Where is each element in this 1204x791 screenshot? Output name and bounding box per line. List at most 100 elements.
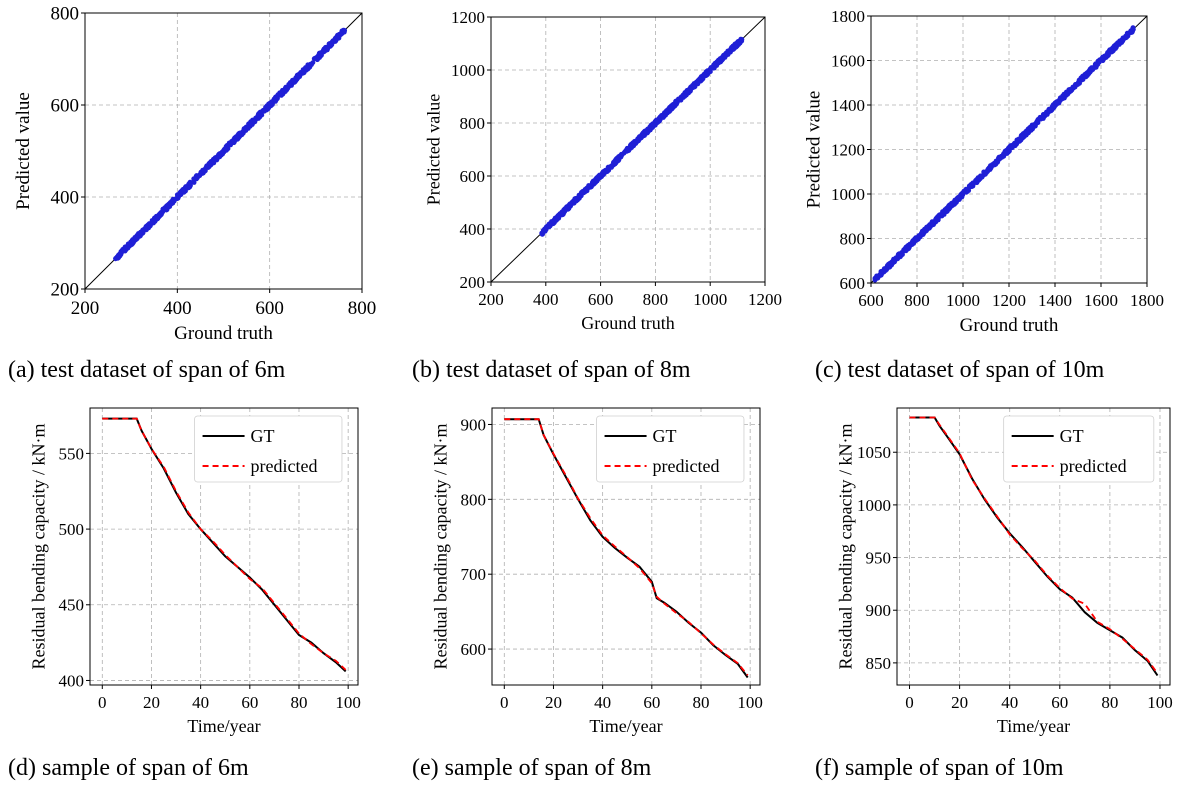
scatter-point xyxy=(635,137,640,143)
scatter-point xyxy=(987,165,993,171)
x-tick-label: 60 xyxy=(241,693,258,712)
x-axis-label: Ground truth xyxy=(174,323,273,344)
scatter-point xyxy=(115,254,121,260)
scatter-point xyxy=(589,180,595,185)
x-tick-label: 200 xyxy=(71,298,100,319)
scatter-point xyxy=(191,176,197,182)
scatter-point xyxy=(1060,96,1065,102)
scatter-point xyxy=(606,166,611,172)
scatter-point xyxy=(160,206,166,212)
axes-frame xyxy=(490,16,766,283)
caption-b: (b) test dataset of span of 8m xyxy=(412,357,691,383)
scatter-point xyxy=(125,241,131,247)
scatter-point xyxy=(1080,77,1086,82)
scatter-point xyxy=(946,205,951,211)
x-tick-label: 100 xyxy=(335,693,361,712)
scatter-point xyxy=(261,108,267,114)
scatter-point xyxy=(1063,91,1069,97)
scatter-point xyxy=(252,119,258,125)
y-tick-label: 1200 xyxy=(451,8,485,27)
scatter-point xyxy=(682,93,688,99)
y-axis-label: Predicted value xyxy=(13,92,34,210)
y-tick-label: 800 xyxy=(51,4,80,25)
x-axis-label: Time/year xyxy=(187,716,260,736)
scatter-point xyxy=(572,197,578,202)
scatter-point xyxy=(138,230,144,236)
x-tick-label: 1600 xyxy=(1084,291,1118,310)
scatter-point xyxy=(275,93,281,98)
x-tick-label: 80 xyxy=(692,693,709,712)
caption-f: (f) sample of span of 10m xyxy=(815,755,1064,781)
scatter-point xyxy=(287,82,292,87)
x-tick-label: 1000 xyxy=(946,291,980,310)
y-tick-label: 800 xyxy=(840,229,866,248)
scatter-point xyxy=(576,194,582,200)
y-tick-label: 600 xyxy=(840,274,866,293)
y-tick-label: 950 xyxy=(866,549,892,568)
x-tick-label: 100 xyxy=(737,693,763,712)
scatter-point xyxy=(198,171,203,177)
x-tick-label: 600 xyxy=(588,290,614,309)
scatter-point xyxy=(739,36,745,43)
scatter-point xyxy=(1115,42,1120,47)
scatter-point xyxy=(615,157,621,163)
x-tick-label: 100 xyxy=(1147,693,1173,712)
scatter-point xyxy=(903,248,909,254)
scatter-point xyxy=(1109,49,1114,55)
y-tick-label: 1050 xyxy=(857,443,891,462)
scatter-point xyxy=(597,172,602,178)
scatter-point xyxy=(143,225,149,231)
scatter-point xyxy=(228,141,234,147)
scatter-point xyxy=(329,42,335,47)
scatter-point xyxy=(1100,55,1105,61)
chart-b: 200 400 600 800 1000 1200 200 400 600 800 1000 1200… xyxy=(424,8,782,333)
plot-area xyxy=(504,418,749,679)
scatter-point xyxy=(730,46,736,52)
scatter-point xyxy=(917,234,923,239)
y-tick-label: 1800 xyxy=(831,7,865,26)
x-tick-label: 200 xyxy=(478,290,504,309)
y-tick-label: 450 xyxy=(59,596,85,615)
x-tick-label: 0 xyxy=(98,693,107,712)
y-tick-label: 400 xyxy=(460,220,486,239)
scatter-point xyxy=(555,215,560,221)
scatter-point xyxy=(629,143,635,149)
scatter-point xyxy=(964,189,970,194)
y-tick-label: 800 xyxy=(461,490,487,509)
y-tick-label: 600 xyxy=(460,167,486,186)
scatter-point xyxy=(1027,124,1033,130)
scatter-point xyxy=(125,245,131,251)
scatter-point xyxy=(676,96,681,102)
y-tick-label: 850 xyxy=(866,654,892,673)
x-tick-label: 1400 xyxy=(1038,291,1072,310)
series-line-predicted xyxy=(504,418,749,676)
caption-c: (c) test dataset of span of 10m xyxy=(815,357,1105,383)
scatter-point xyxy=(619,152,625,158)
scatter-point xyxy=(256,111,261,117)
scatter-point xyxy=(602,169,608,175)
scatter-point xyxy=(1097,58,1102,64)
y-tick-label: 1200 xyxy=(831,140,865,159)
scatter-point xyxy=(1040,116,1046,121)
scatter-point xyxy=(654,117,659,123)
series-line-predicted xyxy=(102,417,347,671)
x-tick-label: 20 xyxy=(951,693,968,712)
x-tick-label: 800 xyxy=(348,298,377,319)
scatter-point xyxy=(341,27,348,34)
scatter-point xyxy=(267,101,273,106)
x-tick-label: 600 xyxy=(858,291,884,310)
x-axis-label: Ground truth xyxy=(581,313,675,333)
scatter-point xyxy=(626,148,632,153)
scatter-point xyxy=(203,168,208,174)
scatter-point xyxy=(318,50,324,56)
scatter-point xyxy=(220,150,225,156)
scatter-point xyxy=(1120,37,1126,43)
scatter-point xyxy=(301,70,307,76)
legend-box xyxy=(1003,415,1155,483)
x-axis-label: Time/year xyxy=(589,716,662,736)
scatter-point xyxy=(691,84,697,90)
y-tick-label: 700 xyxy=(461,565,487,584)
scatter-point xyxy=(709,65,715,71)
scatter-point xyxy=(1019,134,1025,140)
chart-c: 600 800 1000 1200 1400 1600 1800 600 800 1000 1200… xyxy=(804,7,1164,336)
